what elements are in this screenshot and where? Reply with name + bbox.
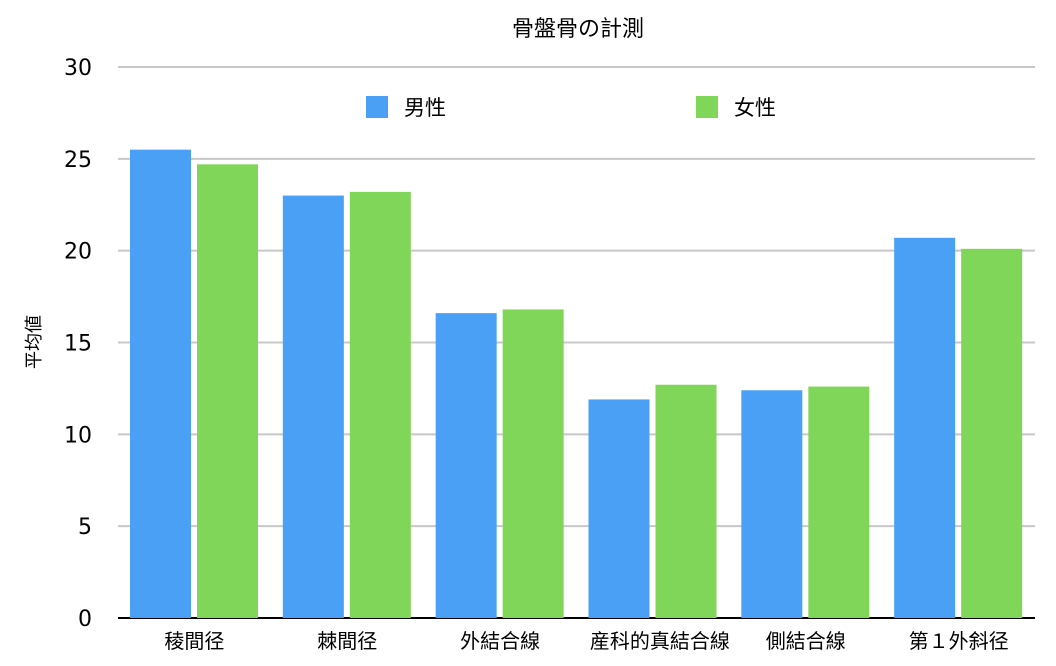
y-tick-label: 20	[64, 240, 92, 265]
y-tick-label: 10	[64, 423, 92, 448]
x-tick-label: 外結合線	[460, 629, 540, 653]
x-tick-label: 棘間径	[317, 629, 377, 653]
bar-female	[655, 384, 717, 618]
bar-male	[741, 390, 803, 618]
bar-female	[197, 164, 258, 619]
bar-female	[349, 191, 411, 619]
bar-female	[961, 248, 1023, 618]
legend-swatch	[696, 96, 718, 118]
y-tick-label: 0	[78, 607, 92, 632]
legend-swatch	[366, 96, 388, 118]
legend-label: 男性	[404, 96, 446, 120]
x-tick-label: 第１外斜径	[909, 629, 1009, 653]
chart-title: 骨盤骨の計測	[512, 17, 644, 42]
y-tick-label: 25	[64, 148, 92, 173]
y-tick-label: 15	[64, 332, 92, 357]
bar-male	[588, 399, 650, 618]
bar-male	[282, 195, 344, 619]
x-tick-label: 側結合線	[766, 629, 846, 653]
bar-male	[435, 313, 497, 618]
y-tick-label: 5	[78, 515, 92, 540]
bar-female	[502, 309, 564, 618]
bar-male	[130, 149, 191, 618]
legend-label: 女性	[734, 96, 776, 120]
x-tick-label: 産科的真結合線	[590, 629, 730, 653]
bar-male	[894, 237, 956, 618]
y-axis-label: 平均値	[24, 315, 45, 369]
x-tick-label: 稜間径	[164, 629, 224, 653]
y-tick-label: 30	[64, 56, 92, 81]
bar-female	[808, 386, 870, 618]
